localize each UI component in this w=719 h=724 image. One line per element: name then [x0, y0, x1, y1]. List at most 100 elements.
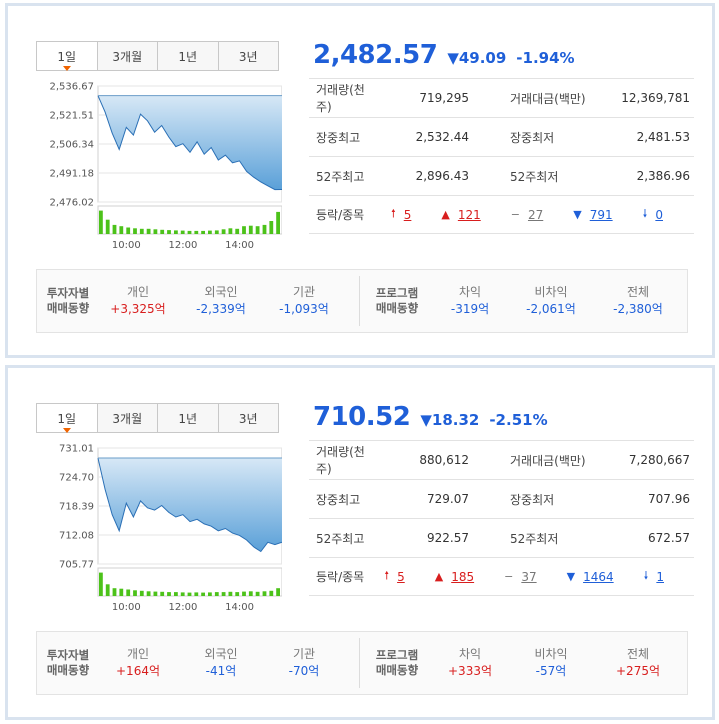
volume-bar: [146, 591, 151, 596]
label-line: 매매동향: [375, 301, 419, 315]
tab-3month[interactable]: 3개월: [96, 42, 158, 70]
volume-bar: [160, 591, 165, 596]
y-tick-label: 731.01: [59, 444, 94, 455]
tab-1year[interactable]: 1년: [157, 404, 218, 432]
tab-label: 3개월: [112, 411, 143, 426]
price-line: [97, 458, 282, 553]
label-line: 매매동향: [46, 663, 90, 677]
w52-high-value: 2,896.43: [415, 169, 469, 183]
flat-count[interactable]: 27: [527, 207, 544, 222]
volume-bar: [112, 224, 117, 234]
tab-3month[interactable]: 3개월: [96, 404, 158, 432]
day-high-label: 장중최고: [316, 130, 361, 145]
flat-count[interactable]: 37: [521, 569, 537, 584]
trade-value: 7,280,667: [628, 453, 690, 467]
y-tick-label: 2,536.67: [49, 82, 94, 93]
flat-item: − 37: [504, 570, 537, 584]
x-tick-label: 14:00: [225, 602, 254, 613]
institution-value: -1,093억: [279, 302, 329, 316]
current-price: 2,482.57: [313, 40, 438, 70]
index-panel: 1일 3개월 1년 3년 731.01 724.70 718.39 712.08 705…: [5, 365, 715, 720]
price-header: 710.52 ▼18.32 -2.51%: [313, 402, 548, 434]
volume-bar: [167, 592, 171, 596]
label-line: 매매동향: [46, 301, 90, 315]
triangle-up-icon: ▲: [434, 570, 444, 583]
volume-bar: [99, 572, 103, 596]
trade-value: 12,369,781: [621, 91, 690, 105]
w52-low-value: 2,386.96: [636, 169, 690, 183]
upper-limit-count[interactable]: 5: [403, 207, 412, 222]
lower-limit-count[interactable]: 1: [656, 569, 664, 584]
program-trend-label: 프로그램 매매동향: [360, 286, 434, 316]
intraday-chart[interactable]: 731.01 724.70 718.39 712.08 705.77 10:00 12:00…: [34, 440, 282, 616]
tab-label: 1일: [57, 411, 77, 426]
tab-3year[interactable]: 3년: [217, 42, 279, 70]
arrow-down-limit-icon: 🠗: [642, 207, 648, 220]
volume-bar: [139, 228, 144, 234]
volume-bar: [221, 592, 226, 596]
lower-limit-item: 🠗 1: [644, 567, 664, 586]
volume-bar: [276, 588, 280, 596]
arrow-up-limit-icon: 🠕: [391, 207, 396, 220]
volume-bar: [248, 225, 253, 234]
foreign-label: 외국인: [204, 647, 238, 661]
individual-value: +3,325억: [110, 302, 166, 316]
divider: [359, 276, 360, 326]
foreign-col: 외국인 -2,339억: [177, 284, 265, 318]
arbitrage-value: -319억: [450, 302, 490, 316]
index-panel: 1일 3개월 1년 3년 2,536.67 2,521.51 2,506.34 2,4…: [5, 3, 715, 358]
active-tab-marker: [62, 428, 71, 433]
volume-value: 880,612: [419, 453, 469, 467]
fall-count[interactable]: 791: [589, 207, 613, 222]
rise-count[interactable]: 121: [457, 207, 481, 222]
tab-label: 3개월: [112, 49, 143, 64]
lower-limit-item: 🠗 0: [643, 205, 663, 224]
arbitrage-label: 차익: [458, 285, 482, 299]
tab-label: 1년: [178, 411, 198, 426]
fall-count[interactable]: 1464: [583, 569, 614, 584]
stats-row: 장중최고 729.07 장중최저 707.96: [309, 479, 694, 518]
rise-item: ▲ 121: [441, 208, 480, 222]
tab-1year[interactable]: 1년: [157, 42, 218, 70]
investor-trend-label: 투자자별 매매동향: [37, 286, 99, 316]
arbitrage-col: 차익 +333억: [434, 646, 506, 680]
tab-3year[interactable]: 3년: [217, 404, 279, 432]
investor-trend-label: 투자자별 매매동향: [37, 648, 99, 678]
intraday-chart[interactable]: 2,536.67 2,521.51 2,506.34 2,491.18 2,476.02…: [34, 78, 282, 254]
volume-bar: [146, 228, 151, 234]
volume-bar: [139, 590, 144, 596]
volume-bar: [174, 230, 178, 234]
w52-high-label: 52주최고: [316, 531, 365, 546]
total-col: 전체 +275억: [596, 646, 680, 680]
volume-bar: [255, 591, 260, 596]
fall-item: ▼ 791: [573, 208, 612, 222]
tab-label: 1년: [178, 49, 198, 64]
price-area: [98, 457, 282, 552]
volume-bar: [228, 591, 233, 596]
volume-bar: [242, 226, 246, 234]
period-tabs: 1일 3개월 1년 3년: [36, 403, 279, 433]
stats-table: 거래량(천주) 880,612 거래대금(백만) 7,280,667 장중최고 …: [309, 440, 694, 596]
tab-1day[interactable]: 1일: [37, 42, 97, 71]
y-tick-label: 724.70: [59, 473, 94, 484]
label-line: 매매동향: [375, 663, 419, 677]
upper-limit-item: 🠕 5: [384, 567, 404, 586]
w52-low-value: 672.57: [648, 531, 690, 545]
tab-1day[interactable]: 1일: [37, 404, 97, 433]
volume-bar: [119, 588, 124, 596]
stats-row: 52주최고 2,896.43 52주최저 2,386.96: [309, 156, 694, 195]
rise-count[interactable]: 185: [451, 569, 475, 584]
lower-limit-count[interactable]: 0: [655, 207, 663, 222]
non-arbitrage-col: 비차익 -2,061억: [506, 284, 596, 318]
y-tick-label: 2,506.34: [49, 140, 94, 151]
volume-bar: [262, 591, 267, 596]
triangle-down-icon: ▼: [573, 208, 582, 221]
volume-bar: [208, 230, 212, 234]
volume-bar: [180, 230, 185, 234]
upper-limit-count[interactable]: 5: [397, 569, 405, 584]
individual-label: 개인: [126, 647, 150, 661]
volume-bar: [255, 226, 260, 234]
y-tick-label: 2,476.02: [49, 198, 94, 209]
volume-bar: [235, 592, 240, 596]
volume-bar: [221, 229, 226, 234]
